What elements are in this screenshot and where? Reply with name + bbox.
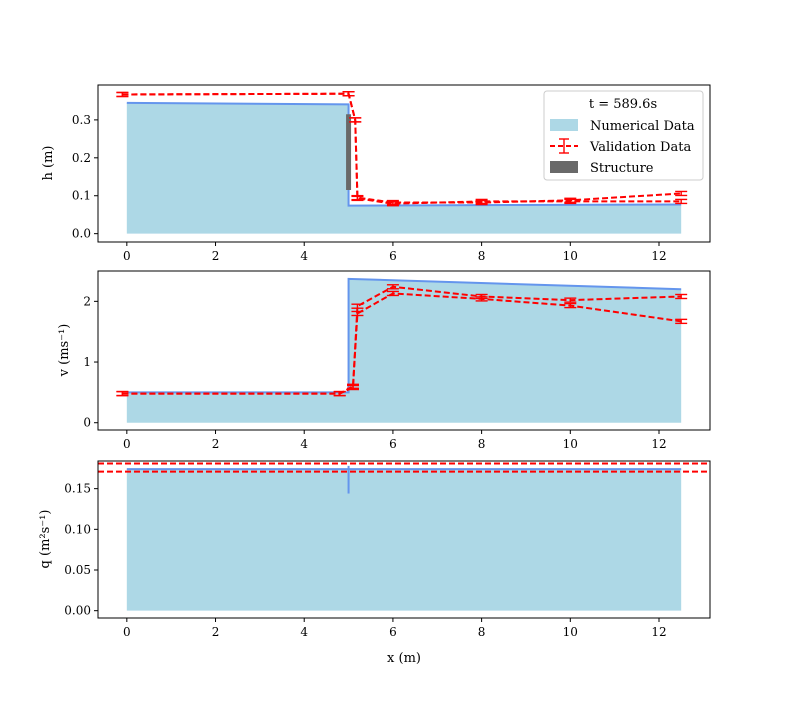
x-tick-label: 6 bbox=[389, 249, 397, 263]
legend-entry-label: Validation Data bbox=[589, 140, 691, 155]
numerical-line bbox=[126, 277, 682, 394]
legend-entry-label: Structure bbox=[590, 161, 654, 176]
x-tick-label: 6 bbox=[389, 625, 397, 639]
y-tick-label: 0.10 bbox=[64, 522, 91, 536]
y-tick-label: 0.1 bbox=[72, 189, 91, 203]
x-tick-label: 4 bbox=[300, 437, 308, 451]
numerical-fill bbox=[126, 469, 682, 611]
legend-swatch-structure bbox=[550, 161, 578, 173]
y-tick-label: 0.15 bbox=[64, 482, 91, 496]
x-tick-label: 8 bbox=[478, 249, 486, 263]
x-tick-label: 4 bbox=[300, 625, 308, 639]
x-tick-label: 0 bbox=[123, 437, 131, 451]
y-tick-label: 0 bbox=[83, 416, 91, 430]
y-tick-label: 0.05 bbox=[64, 563, 91, 577]
x-tick-label: 2 bbox=[212, 437, 220, 451]
x-tick-label: 12 bbox=[651, 625, 666, 639]
y-tick-label: 0.3 bbox=[72, 113, 91, 127]
x-tick-label: 0 bbox=[123, 625, 131, 639]
panel-1: 0 2 4 6 8 10 12 0.0 0.1 0.2 0.3 h (m) t = 589.6s Nume… bbox=[41, 84, 711, 263]
legend-box bbox=[543, 90, 704, 181]
x-tick-label: 8 bbox=[478, 625, 486, 639]
validation-line-2 bbox=[122, 92, 682, 205]
x-tick-label: 12 bbox=[651, 437, 666, 451]
x-tick-label: 2 bbox=[212, 625, 220, 639]
axes-frame bbox=[97, 84, 711, 243]
validation-line-2 bbox=[122, 292, 682, 395]
y-tick-label: 1 bbox=[83, 355, 91, 369]
x-tick-label: 6 bbox=[389, 437, 397, 451]
legend-entry-label: Numerical Data bbox=[590, 119, 695, 134]
x-tick-label: 10 bbox=[563, 437, 578, 451]
y-tick-label: 0.0 bbox=[72, 227, 91, 241]
axes-frame bbox=[97, 270, 711, 431]
y-tick-label: 0.00 bbox=[64, 604, 91, 618]
legend: t = 589.6s Numerical Data Validation Data S… bbox=[543, 90, 704, 181]
numerical-fill bbox=[126, 102, 682, 234]
legend-swatch-numerical bbox=[550, 119, 578, 131]
axes-frame bbox=[97, 460, 711, 619]
y-axis-label: q (m²s⁻¹) bbox=[38, 510, 53, 569]
y-axis-label: v (ms⁻¹) bbox=[57, 324, 72, 378]
y-axis-label: h (m) bbox=[41, 146, 56, 181]
y-tick-label: 2 bbox=[83, 294, 91, 308]
x-tick-label: 10 bbox=[563, 249, 578, 263]
x-tick-label: 2 bbox=[212, 249, 220, 263]
x-tick-label: 0 bbox=[123, 249, 131, 263]
x-tick-label: 4 bbox=[300, 249, 308, 263]
x-tick-label: 12 bbox=[651, 249, 666, 263]
y-tick-label: 0.2 bbox=[72, 151, 91, 165]
legend-title: t = 589.6s bbox=[589, 97, 657, 112]
panel-3: 0 2 4 6 8 10 12 0.00 0.05 0.10 0.15 q (m²s⁻¹) x (m) bbox=[38, 460, 711, 666]
numerical-fill bbox=[126, 278, 682, 423]
x-tick-label: 8 bbox=[478, 437, 486, 451]
x-tick-label: 10 bbox=[563, 625, 578, 639]
x-axis-label: x (m) bbox=[387, 651, 421, 666]
